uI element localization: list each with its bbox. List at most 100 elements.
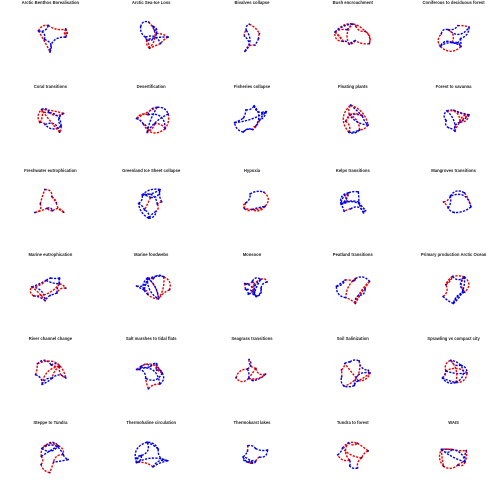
causal-loop-diagram — [340, 359, 371, 388]
variable-node — [463, 461, 466, 463]
positive-link — [259, 449, 269, 458]
variable-node — [452, 302, 454, 305]
panel-seagrass-transitions: Seagrass transitions — [204, 336, 300, 420]
negative-link — [446, 109, 461, 123]
variable-node — [349, 207, 352, 210]
variable-node — [444, 370, 447, 372]
panel-wais: WAIS — [406, 420, 502, 504]
negative-link — [147, 294, 159, 300]
causal-loop-diagram — [243, 23, 261, 53]
negative-link — [35, 363, 39, 375]
positive-link — [247, 444, 257, 449]
variable-node — [59, 277, 61, 279]
positive-link — [340, 203, 345, 212]
variable-node — [354, 302, 357, 305]
variable-node — [147, 387, 150, 390]
variable-node — [264, 205, 266, 208]
positive-link — [140, 365, 152, 369]
variable-node — [354, 277, 357, 280]
positive-link — [53, 458, 69, 463]
variable-node — [442, 201, 445, 203]
variable-node — [266, 281, 268, 283]
variable-node — [51, 195, 54, 198]
positive-link — [450, 359, 461, 366]
positive-link — [45, 122, 61, 133]
variable-node — [67, 458, 70, 461]
negative-link — [344, 192, 349, 203]
variable-node — [147, 293, 149, 296]
variable-node — [356, 442, 359, 445]
causal-loop-diagram — [242, 190, 269, 212]
positive-link — [349, 359, 360, 363]
panel-title: Steppe to Tundra — [33, 420, 68, 425]
variable-node — [254, 460, 257, 463]
variable-node — [152, 25, 155, 28]
variable-node — [358, 360, 360, 362]
positive-link — [143, 275, 165, 291]
negative-link — [438, 449, 444, 467]
panel-title: Desertification — [136, 84, 166, 89]
variable-node — [354, 25, 357, 27]
variable-node — [59, 365, 61, 368]
negative-link — [56, 287, 67, 294]
positive-link — [453, 206, 471, 214]
negative-link — [38, 24, 49, 32]
panel-title: River channel change — [28, 336, 73, 341]
variable-node — [164, 127, 167, 130]
variable-node — [135, 461, 138, 464]
positive-link — [32, 286, 47, 301]
negative-link — [342, 104, 351, 133]
variable-node — [348, 459, 351, 462]
panel-freshwater-eutrophication: Freshwater eutrophication — [2, 168, 98, 252]
variable-node — [336, 454, 339, 456]
variable-node — [352, 280, 354, 282]
negative-link — [37, 108, 43, 123]
causal-loop-diagram — [242, 444, 269, 464]
variable-node — [156, 203, 159, 206]
negative-link — [457, 461, 466, 467]
panel-title: Forest to savanna — [435, 84, 472, 89]
variable-node — [44, 188, 47, 191]
variable-node — [51, 377, 54, 380]
positive-link — [242, 109, 247, 119]
variable-node — [168, 288, 171, 291]
negative-link — [235, 377, 250, 383]
variable-node — [258, 456, 261, 459]
negative-link — [359, 124, 369, 131]
variable-node — [140, 454, 143, 457]
variable-node — [246, 282, 249, 285]
variable-node — [246, 450, 249, 453]
negative-link — [41, 109, 61, 133]
variable-node — [155, 32, 158, 35]
variable-node — [44, 123, 47, 126]
negative-link — [155, 203, 160, 212]
positive-link — [63, 454, 69, 461]
positive-link — [453, 109, 469, 116]
negative-link — [350, 104, 369, 126]
variable-node — [253, 104, 256, 107]
positive-link — [348, 129, 360, 134]
panel-thermohaline-circulation: Thermohaline circulation — [103, 420, 199, 504]
negative-link — [41, 442, 60, 449]
variable-node — [467, 26, 470, 29]
panel-title: Arctic Sea-Ice Loss — [131, 0, 171, 5]
negative-link — [40, 448, 43, 457]
variable-node — [368, 280, 371, 283]
variable-node — [266, 449, 269, 451]
negative-link — [155, 122, 166, 130]
variable-node — [258, 32, 261, 35]
variable-node — [144, 36, 147, 39]
variable-node — [348, 43, 350, 46]
variable-node — [344, 296, 347, 299]
variable-node — [35, 373, 37, 376]
positive-link — [449, 193, 472, 208]
positive-link — [141, 441, 150, 457]
positive-link — [41, 445, 60, 452]
positive-link — [463, 450, 467, 463]
variable-node — [456, 24, 459, 27]
positive-link — [354, 276, 370, 282]
variable-node — [235, 376, 237, 379]
variable-node — [167, 113, 170, 115]
variable-node — [150, 365, 152, 368]
variable-node — [143, 209, 146, 211]
